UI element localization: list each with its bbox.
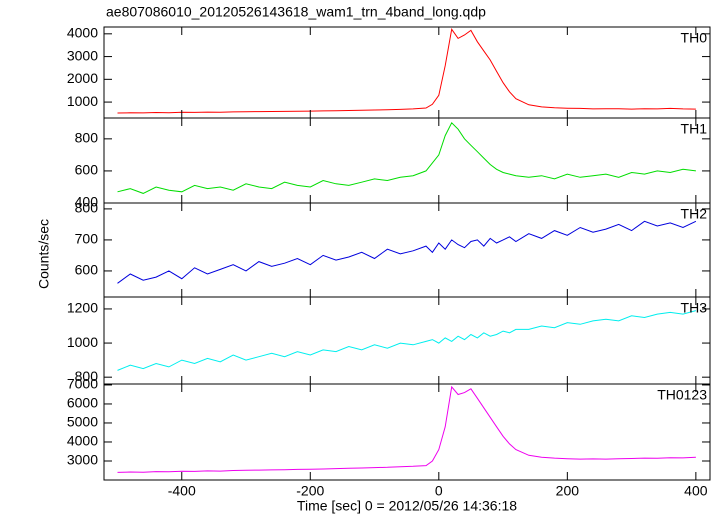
y-tick-label: 4000 xyxy=(67,433,98,449)
panel-frame xyxy=(103,26,711,119)
y-tick-label: 600 xyxy=(75,262,99,278)
data-line xyxy=(117,28,696,114)
panel-label: TH0123 xyxy=(657,387,707,403)
y-axis-label: Counts/sec xyxy=(36,219,52,289)
data-line xyxy=(117,310,697,371)
panel-label: TH3 xyxy=(681,300,708,316)
x-tick-label: 0 xyxy=(435,483,443,499)
y-tick-label: 1200 xyxy=(67,300,98,316)
x-tick-label: 200 xyxy=(556,483,580,499)
panel-frame xyxy=(103,202,711,298)
x-axis-label: Time [sec] 0 = 2012/05/26 14:36:18 xyxy=(297,498,517,514)
y-tick-label: 1000 xyxy=(67,334,98,350)
x-tick-label: -400 xyxy=(168,483,196,499)
panel-label: TH1 xyxy=(681,121,708,137)
y-tick-label: 7000 xyxy=(67,376,98,392)
x-tick-label: -200 xyxy=(296,483,324,499)
panel-frame xyxy=(103,296,711,385)
y-tick-label: 700 xyxy=(75,231,99,247)
panel-frame xyxy=(103,117,711,204)
panel-frame xyxy=(103,383,711,481)
y-tick-label: 800 xyxy=(75,368,99,384)
data-line xyxy=(117,385,696,473)
y-tick-label: 400 xyxy=(75,194,99,210)
y-tick-label: 600 xyxy=(75,162,99,178)
panel-label: TH0 xyxy=(681,30,708,46)
data-line xyxy=(117,220,697,284)
y-tick-label: 800 xyxy=(75,200,99,216)
y-tick-label: 3000 xyxy=(67,452,98,468)
y-tick-label: 1000 xyxy=(67,93,98,109)
y-tick-label: 3000 xyxy=(67,47,98,63)
y-tick-label: 4000 xyxy=(67,25,98,41)
data-line xyxy=(117,121,696,194)
x-tick-label: 400 xyxy=(684,483,708,499)
panel-label: TH2 xyxy=(681,206,708,222)
y-tick-label: 5000 xyxy=(67,414,98,430)
y-tick-label: 6000 xyxy=(67,395,98,411)
y-tick-label: 2000 xyxy=(67,70,98,86)
chart-title: ae807086010_20120526143618_wam1_trn_4ban… xyxy=(106,4,486,20)
y-tick-label: 800 xyxy=(75,130,99,146)
